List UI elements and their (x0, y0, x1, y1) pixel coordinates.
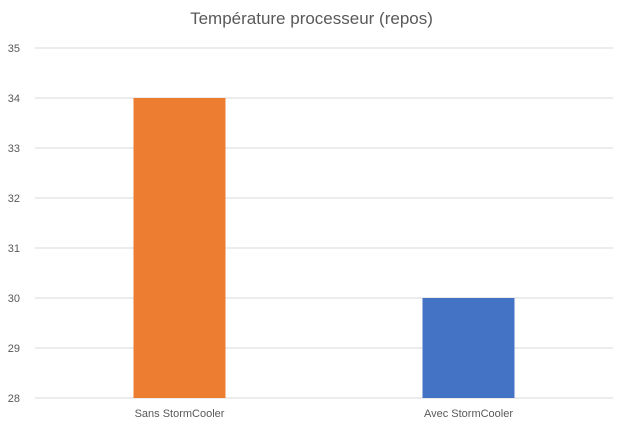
bar-avec-stormcooler (422, 298, 515, 398)
x-category-label: Avec StormCooler (424, 408, 513, 420)
bar-sans-stormcooler (133, 98, 226, 398)
y-tick-label: 34 (8, 93, 20, 105)
y-tick-label: 31 (8, 243, 20, 255)
bars (133, 98, 515, 398)
y-tick-label: 30 (8, 293, 20, 305)
y-tick-label: 33 (8, 143, 20, 155)
y-tick-label: 29 (8, 343, 20, 355)
y-tick-label: 28 (8, 393, 20, 405)
y-axis-ticks: 28 29 30 31 32 33 34 35 (8, 43, 20, 405)
x-category-label: Sans StormCooler (135, 408, 225, 420)
chart-title: Température processeur (repos) (190, 9, 433, 28)
y-tick-label: 35 (8, 43, 20, 55)
gridlines (35, 47, 613, 399)
x-axis-categories: Sans StormCooler Avec StormCooler (135, 408, 514, 420)
y-tick-label: 32 (8, 193, 20, 205)
